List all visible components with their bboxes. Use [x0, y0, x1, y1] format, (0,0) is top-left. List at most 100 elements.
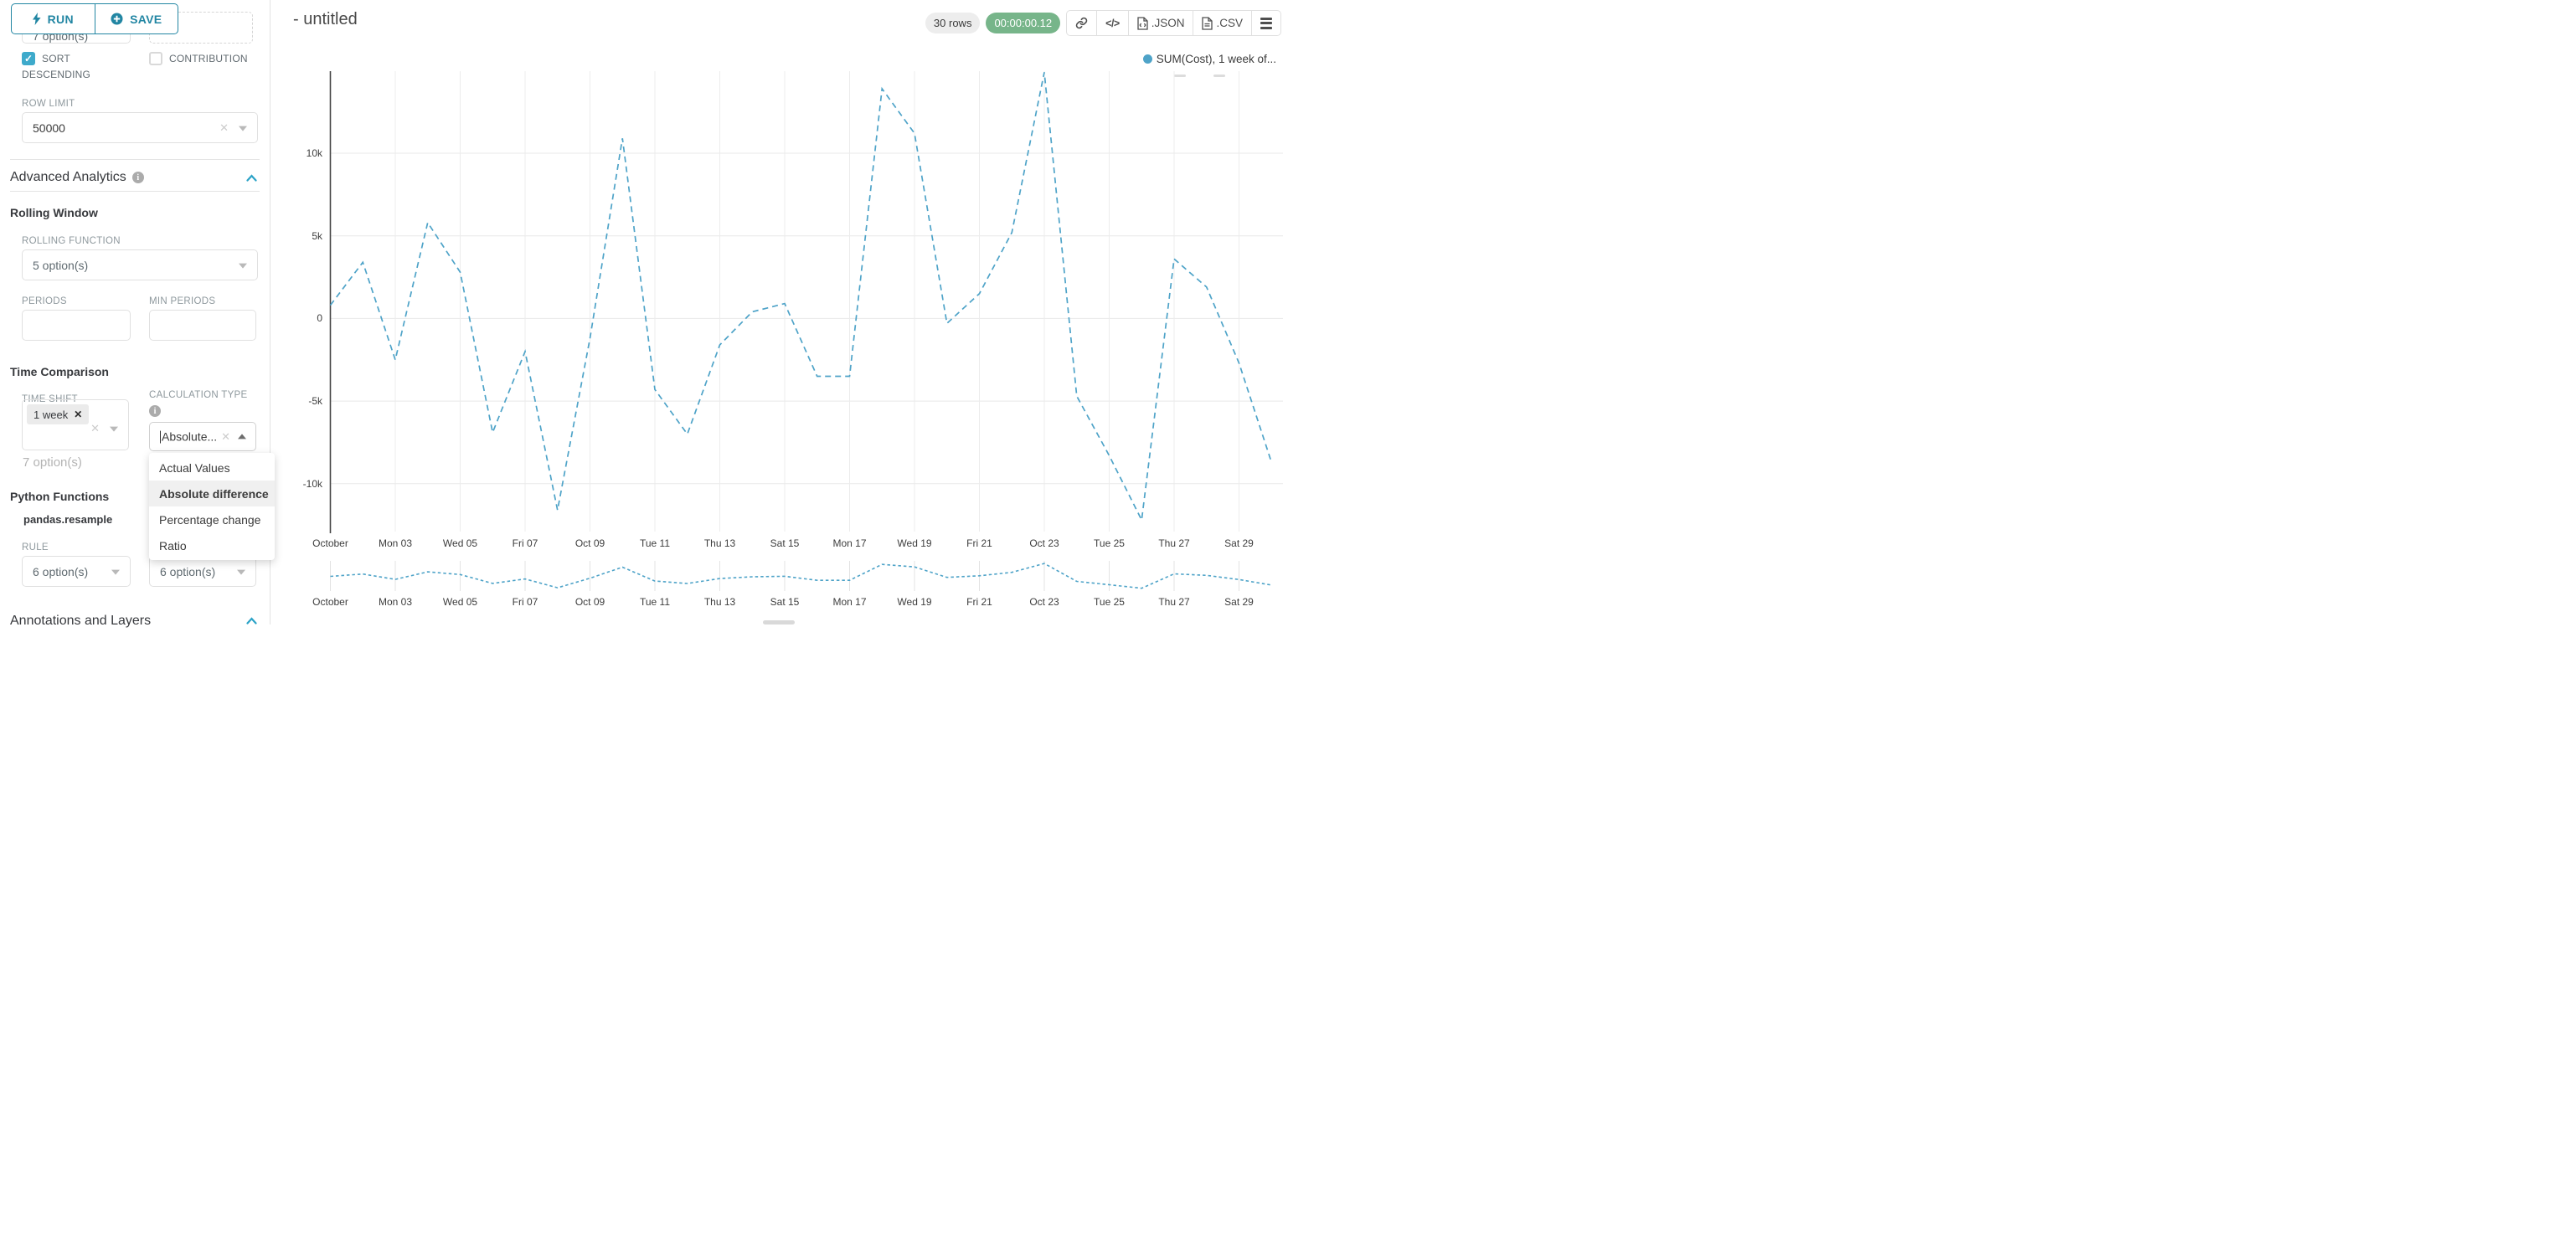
time-comparison-title: Time Comparison — [10, 365, 109, 378]
contribution-checkbox[interactable] — [149, 52, 162, 65]
method-select[interactable]: 6 option(s) — [149, 556, 256, 587]
axis-tick-label: Tue 25 — [1094, 537, 1125, 549]
copy-link-button[interactable] — [1067, 11, 1096, 35]
advanced-analytics-title: Advanced Analytics — [10, 170, 126, 184]
axis-tick-label: 0 — [317, 312, 322, 325]
export-json-button[interactable]: .JSON — [1127, 11, 1193, 35]
check-icon: ✓ — [23, 53, 33, 64]
menu-item-percentage-change[interactable]: Percentage change — [159, 512, 261, 527]
chart-panel: - untitled 30 rows 00:00:00.12 </> .JSON… — [270, 0, 1288, 624]
info-icon: i — [131, 172, 144, 183]
calculation-type-dropdown: Actual Values Absolute difference Percen… — [149, 453, 275, 560]
save-button-label: SAVE — [130, 12, 162, 26]
clear-icon[interactable]: ✕ — [90, 422, 100, 434]
periods-label: PERIODS — [22, 296, 67, 306]
time-shift-helper: 7 option(s) — [23, 455, 82, 470]
min-periods-label: MIN PERIODS — [149, 296, 216, 306]
row-count-badge: 30 rows — [925, 13, 981, 33]
menu-item-absolute-difference[interactable]: Absolute difference — [149, 481, 275, 506]
pandas-resample-label: pandas.resample — [23, 513, 113, 526]
rule-placeholder: 6 option(s) — [33, 564, 89, 578]
json-button-label: .JSON — [1151, 17, 1185, 29]
calculation-type-select[interactable]: Absolute... ✕ — [149, 422, 256, 451]
menu-item-actual-values[interactable]: Actual Values — [159, 460, 230, 475]
axis-tick-label: Thu 13 — [703, 537, 736, 549]
line-chart — [329, 71, 1283, 591]
axis-tick-label: Tue 25 — [1094, 596, 1125, 608]
periods-input[interactable] — [22, 310, 131, 341]
axis-tick-label: Wed 19 — [897, 537, 932, 549]
axis-tick-label: 10k — [306, 147, 322, 159]
axis-tick-label: -10k — [302, 477, 322, 490]
export-csv-button[interactable]: .CSV — [1193, 11, 1251, 35]
chevron-down-icon[interactable] — [110, 426, 118, 432]
legend-page-dot — [1213, 75, 1225, 77]
row-limit-label: ROW LIMIT — [22, 99, 75, 109]
axis-tick-label: Mon 17 — [832, 537, 867, 549]
legend-page-dot — [1174, 75, 1186, 77]
run-save-button-group: RUN SAVE — [11, 3, 178, 34]
rule-label: RULE — [22, 542, 49, 553]
chevron-down-icon[interactable] — [111, 569, 120, 575]
axis-tick-label: Wed 19 — [897, 596, 932, 608]
axis-tick-label: Fri 07 — [512, 596, 538, 608]
chart-header-toolbar: 30 rows 00:00:00.12 </> .JSON .CSV — [925, 10, 1281, 36]
axis-tick-label: Sat 29 — [1224, 596, 1254, 608]
advanced-analytics-header[interactable]: Advanced Analytics i — [10, 170, 144, 185]
method-placeholder: 6 option(s) — [160, 564, 216, 578]
more-options-button[interactable] — [1251, 11, 1280, 35]
contribution-label: CONTRIBUTION — [169, 53, 248, 64]
axis-tick-label: 5k — [312, 229, 322, 242]
min-periods-input[interactable] — [149, 310, 256, 341]
rolling-window-title: Rolling Window — [10, 206, 98, 219]
axis-tick-label: Mon 17 — [832, 596, 867, 608]
text-cursor — [160, 430, 161, 444]
axis-tick-label: Tue 11 — [639, 596, 671, 608]
time-shift-tag-text: 1 week — [33, 408, 69, 421]
embed-code-button[interactable]: </> — [1096, 11, 1128, 35]
chevron-up-icon[interactable] — [246, 617, 257, 624]
axis-tick-label: Tue 11 — [639, 537, 671, 549]
row-limit-select[interactable]: 50000 ✕ — [22, 112, 258, 143]
chevron-down-icon[interactable] — [239, 126, 247, 131]
axis-tick-label: Wed 05 — [442, 596, 478, 608]
clear-icon[interactable]: ✕ — [219, 121, 229, 134]
clear-icon[interactable]: ✕ — [221, 429, 230, 443]
divider — [10, 159, 260, 160]
rolling-function-placeholder: 5 option(s) — [33, 258, 89, 272]
annotations-header[interactable]: Annotations and Layers — [10, 614, 151, 629]
axis-tick-label: Oct 09 — [574, 537, 605, 549]
axis-tick-label: October — [312, 537, 348, 549]
axis-tick-label: Mon 03 — [378, 537, 413, 549]
chevron-down-icon[interactable] — [239, 263, 247, 269]
menu-item-ratio[interactable]: Ratio — [159, 538, 187, 553]
plus-circle-icon — [111, 13, 123, 25]
scrollbar-thumb[interactable] — [763, 620, 795, 624]
chevron-down-icon[interactable] — [237, 569, 245, 575]
legend-item[interactable]: SUM(Cost), 1 week of... — [1142, 53, 1276, 65]
axis-tick-label: Fri 21 — [966, 596, 992, 608]
sort-descending-checkbox[interactable]: ✓ — [22, 52, 35, 65]
axis-tick-label: Sat 29 — [1224, 537, 1254, 549]
axis-tick-label: Thu 27 — [1158, 596, 1190, 608]
rule-select[interactable]: 6 option(s) — [22, 556, 131, 587]
remove-tag-icon[interactable]: ✕ — [74, 409, 83, 420]
axis-tick-label: Thu 13 — [703, 596, 736, 608]
annotations-title: Annotations and Layers — [10, 614, 152, 628]
link-icon — [1075, 17, 1088, 29]
time-shift-select[interactable]: 1 week ✕ ✕ — [22, 399, 129, 450]
calculation-type-value: Absolute... — [160, 429, 218, 444]
legend-color-dot — [1142, 54, 1152, 64]
rolling-function-select[interactable]: 5 option(s) — [22, 249, 258, 280]
run-button[interactable]: RUN — [12, 4, 95, 33]
chevron-up-icon[interactable] — [238, 433, 246, 439]
axis-tick-label: Oct 09 — [574, 596, 605, 608]
divider — [10, 191, 260, 192]
timer-badge: 00:00:00.12 — [986, 13, 1061, 33]
save-button[interactable]: SAVE — [94, 4, 178, 33]
axis-tick-label: Thu 27 — [1158, 537, 1190, 549]
chart-title: - untitled — [293, 10, 358, 28]
chevron-up-icon[interactable] — [246, 174, 257, 182]
file-json-icon — [1137, 16, 1148, 30]
rolling-function-label: ROLLING FUNCTION — [22, 236, 121, 246]
